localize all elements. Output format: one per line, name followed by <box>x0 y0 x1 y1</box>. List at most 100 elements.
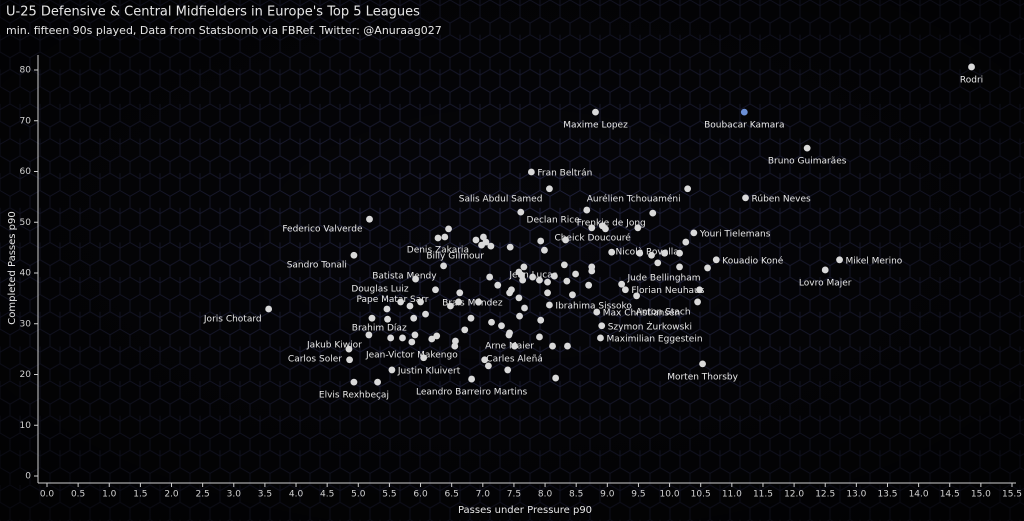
point <box>455 298 462 306</box>
point-label: Jude Bellingham <box>626 273 700 283</box>
x-tick-label: 10.5 <box>691 490 711 500</box>
x-tick-label: 3.5 <box>258 490 272 500</box>
point <box>434 234 442 242</box>
point-label: Joris Chotard <box>203 315 262 325</box>
point <box>447 302 454 310</box>
point-label: Billy Gilmour <box>426 252 484 262</box>
point <box>487 242 495 250</box>
point <box>516 312 523 320</box>
point <box>346 356 353 364</box>
point <box>527 168 535 176</box>
point-label: Salis Abdul Samed <box>459 194 543 204</box>
point <box>478 241 485 249</box>
x-tick-label: 8.0 <box>538 490 553 500</box>
point-label: Carles Aleñá <box>486 355 543 365</box>
point <box>821 266 829 274</box>
point <box>536 333 543 341</box>
y-axis-label: Completed Passes p90 <box>7 211 18 324</box>
x-tick-label: 7.5 <box>507 490 521 500</box>
point-label: Batista Mendy <box>372 271 437 281</box>
point <box>468 375 475 383</box>
point <box>520 263 528 271</box>
point <box>521 304 528 312</box>
point-label: Nicolò Rovella <box>615 247 678 258</box>
point-label: Frenkie de Jong <box>577 219 646 229</box>
x-tick-label: 9.0 <box>600 490 615 500</box>
point <box>563 277 571 285</box>
x-tick-label: 14.5 <box>940 490 960 500</box>
point <box>836 256 843 264</box>
chart-subtitle: min. fifteen 90s played, Data from Stats… <box>6 24 442 37</box>
x-tick-label: 10.0 <box>660 490 680 500</box>
point <box>690 229 698 237</box>
point <box>441 233 449 241</box>
point <box>541 246 548 254</box>
point-label: Ibrahima Sissoko <box>555 301 632 311</box>
point <box>682 238 690 246</box>
point-label: Anton Stach <box>636 307 691 317</box>
x-tick-label: 12.0 <box>784 490 804 500</box>
point <box>592 108 599 116</box>
point <box>803 144 811 152</box>
point <box>399 334 406 342</box>
point <box>410 314 418 322</box>
point <box>649 209 657 217</box>
point-label: Arne Maier <box>485 341 534 351</box>
point-label: Cheick Doucouré <box>554 232 631 243</box>
point <box>350 378 358 386</box>
point <box>661 249 668 257</box>
point <box>544 278 551 286</box>
point-label: Jean-Victor Makengo <box>365 351 458 361</box>
point <box>740 108 748 116</box>
point <box>634 224 642 232</box>
x-tick-label: 15.5 <box>1002 490 1022 500</box>
point-label: Jakub Kiwior <box>306 340 362 350</box>
point <box>676 263 683 271</box>
x-tick-label: 4.5 <box>320 490 334 500</box>
point-label: Denis Zakaria <box>407 246 469 256</box>
point <box>345 345 353 353</box>
point <box>508 286 515 294</box>
point <box>480 233 487 241</box>
point <box>366 215 373 223</box>
point <box>676 249 683 257</box>
point <box>560 261 568 269</box>
point <box>742 194 749 202</box>
point <box>654 259 662 267</box>
y-tick-label: 50 <box>20 218 32 228</box>
point <box>602 225 609 233</box>
x-tick-label: 4.0 <box>289 490 304 500</box>
point <box>529 273 537 281</box>
x-tick-label: 11.5 <box>753 490 773 500</box>
point <box>440 262 447 270</box>
point <box>569 291 576 299</box>
x-axis-label: Passes under Pressure p90 <box>458 505 592 516</box>
point <box>585 281 593 289</box>
y-tick-label: 70 <box>20 116 32 126</box>
point <box>519 276 527 284</box>
point <box>265 305 273 313</box>
y-tick-label: 0 <box>25 472 31 482</box>
point <box>536 276 543 284</box>
point <box>432 286 439 294</box>
point <box>388 366 396 374</box>
point <box>461 326 469 334</box>
point <box>383 305 391 313</box>
point <box>417 298 424 306</box>
x-tick-label: 6.5 <box>445 490 459 500</box>
point-label: Maximilian Eggestein <box>606 334 702 344</box>
point <box>608 248 616 256</box>
point-label: Morten Thorsby <box>667 372 738 382</box>
y-tick-label: 30 <box>20 319 32 329</box>
point <box>486 273 494 281</box>
x-tick-label: 5.0 <box>351 490 366 500</box>
y-tick-label: 60 <box>20 167 32 177</box>
point <box>472 236 480 244</box>
point <box>699 360 706 368</box>
x-tick-label: 3.0 <box>227 490 242 500</box>
point <box>504 366 512 374</box>
chart-title: U-25 Defensive & Central Midfielders in … <box>6 5 420 20</box>
